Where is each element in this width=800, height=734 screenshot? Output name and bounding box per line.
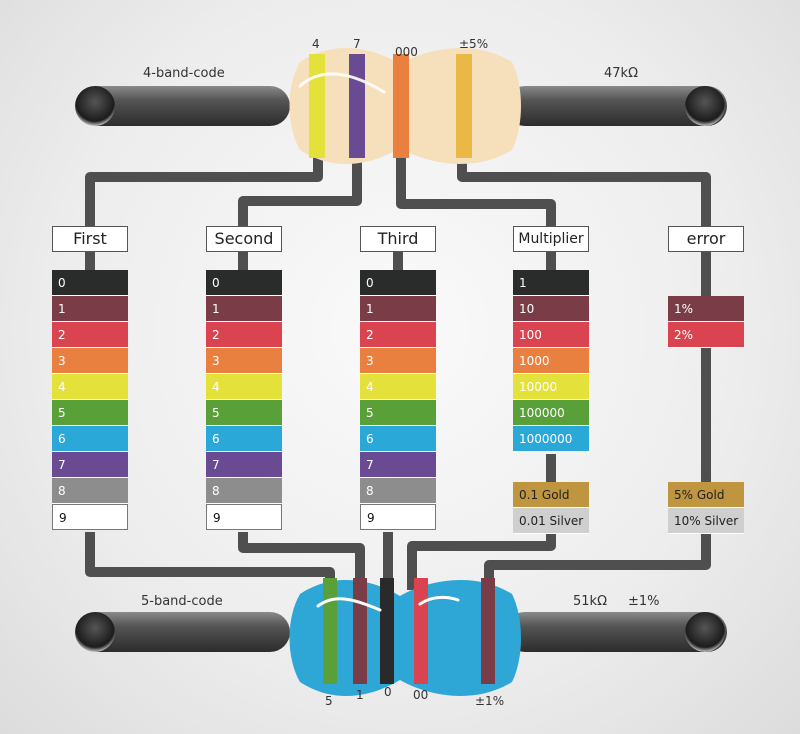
multiplier-cell-3: 1000 bbox=[513, 348, 589, 374]
wire-first-top bbox=[85, 150, 323, 252]
resistor-5-tolerance: ±1% bbox=[628, 594, 660, 609]
third-digit-cell-0: 0 bbox=[360, 270, 436, 296]
second-digit-cell-2: 2 bbox=[206, 322, 282, 348]
resistor-5-band-label-2: 1 bbox=[356, 688, 364, 702]
second-digit-cell-8: 8 bbox=[206, 478, 282, 504]
resistor-5-lead-right bbox=[505, 612, 727, 652]
resistor-4-value: 47kΩ bbox=[604, 66, 639, 81]
second-digit-cell-9: 9 bbox=[206, 504, 282, 530]
first-digit-cell-6: 6 bbox=[52, 426, 128, 452]
first-digit-cell-8: 8 bbox=[52, 478, 128, 504]
resistor-5-end-cap-right bbox=[685, 612, 725, 652]
resistor-5-band-4 bbox=[414, 578, 428, 684]
first-digit-cell-5: 5 bbox=[52, 400, 128, 426]
error-column: 1% 2% bbox=[668, 296, 744, 348]
error-silver-cell: 10% Silver bbox=[668, 508, 744, 534]
third-digit-cell-3: 3 bbox=[360, 348, 436, 374]
resistor-4-lead-left bbox=[78, 86, 290, 126]
error-gold-cell: 5% Gold bbox=[668, 482, 744, 508]
resistor-5-band-1 bbox=[323, 578, 337, 684]
multiplier-cell-2: 100 bbox=[513, 322, 589, 348]
multiplier-cell-4: 10000 bbox=[513, 374, 589, 400]
third-digit-cell-2: 2 bbox=[360, 322, 436, 348]
resistor-5-band-3 bbox=[380, 578, 394, 684]
resistor-5-band-label-1: 5 bbox=[325, 694, 333, 708]
second-digit-cell-4: 4 bbox=[206, 374, 282, 400]
resistor-5-band bbox=[75, 578, 727, 696]
first-digit-cell-9: 9 bbox=[52, 504, 128, 530]
resistor-5-band-label-4: 00 bbox=[413, 688, 429, 702]
third-digit-cell-6: 6 bbox=[360, 426, 436, 452]
resistor-4-band-3 bbox=[393, 54, 409, 158]
first-digit-cell-0: 0 bbox=[52, 270, 128, 296]
third-digit-cell-7: 7 bbox=[360, 452, 436, 478]
resistor-5-band-2 bbox=[353, 578, 367, 684]
resistor-4-end-cap-right bbox=[685, 86, 725, 126]
third-digit-cell-8: 8 bbox=[360, 478, 436, 504]
third-digit-cell-5: 5 bbox=[360, 400, 436, 426]
resistor-5-end-cap-left bbox=[75, 612, 115, 652]
second-digit-cell-7: 7 bbox=[206, 452, 282, 478]
resistor-4-title: 4-band-code bbox=[143, 66, 225, 81]
resistor-4-band bbox=[75, 48, 727, 164]
error-cell-0: 1% bbox=[668, 296, 744, 322]
resistor-5-value: 51kΩ bbox=[573, 594, 608, 609]
wire-multiplier-bottom bbox=[407, 532, 556, 590]
header-second: Second bbox=[206, 226, 282, 252]
resistor-5-title: 5-band-code bbox=[141, 594, 223, 609]
multiplier-column: 1 10 100 1000 10000 100000 1000000 bbox=[513, 270, 589, 452]
wire-first-bottom bbox=[85, 532, 335, 590]
first-digit-cell-2: 2 bbox=[52, 322, 128, 348]
resistor-4-lead-right bbox=[505, 86, 727, 126]
multiplier-gold-cell: 0.1 Gold bbox=[513, 482, 589, 508]
resistor-5-lead-left bbox=[78, 612, 290, 652]
wire-error-bottom bbox=[484, 532, 711, 590]
multiplier-cell-5: 100000 bbox=[513, 400, 589, 426]
first-digit-cell-3: 3 bbox=[52, 348, 128, 374]
second-digit-cell-1: 1 bbox=[206, 296, 282, 322]
third-digit-cell-1: 1 bbox=[360, 296, 436, 322]
resistor-4-band-label-2: 7 bbox=[353, 37, 361, 51]
error-extra-column: 5% Gold 10% Silver bbox=[668, 482, 744, 534]
resistor-4-highlight bbox=[298, 72, 386, 94]
second-digit-cell-3: 3 bbox=[206, 348, 282, 374]
second-digit-cell-6: 6 bbox=[206, 426, 282, 452]
first-digit-cell-4: 4 bbox=[52, 374, 128, 400]
error-cell-1: 2% bbox=[668, 322, 744, 348]
multiplier-silver-cell: 0.01 Silver bbox=[513, 508, 589, 534]
resistor-5-bands bbox=[323, 578, 495, 684]
resistor-5-highlight-right bbox=[418, 595, 460, 606]
header-multiplier: Multiplier bbox=[513, 226, 589, 252]
resistor-4-band-1 bbox=[309, 54, 325, 158]
first-digit-cell-1: 1 bbox=[52, 296, 128, 322]
multiplier-cell-1: 10 bbox=[513, 296, 589, 322]
third-digit-cell-4: 4 bbox=[360, 374, 436, 400]
resistor-4-band-label-4: ±5% bbox=[459, 37, 489, 51]
resistor-5-band-5 bbox=[481, 578, 495, 684]
resistor-4-band-2 bbox=[349, 54, 365, 158]
second-digit-cell-0: 0 bbox=[206, 270, 282, 296]
header-error: error bbox=[668, 226, 744, 252]
first-digit-cell-7: 7 bbox=[52, 452, 128, 478]
header-first: First bbox=[52, 226, 128, 252]
multiplier-cell-0: 1 bbox=[513, 270, 589, 296]
third-digit-cell-9: 9 bbox=[360, 504, 436, 530]
resistor-5-band-label-5: ±1% bbox=[475, 694, 505, 708]
header-third: Third bbox=[360, 226, 436, 252]
second-digit-cell-5: 5 bbox=[206, 400, 282, 426]
resistor-5-band-label-3: 0 bbox=[384, 685, 392, 699]
resistor-5-body bbox=[289, 580, 521, 696]
resistor-5-highlight-left bbox=[316, 597, 382, 612]
multiplier-cell-6: 1000000 bbox=[513, 426, 589, 452]
resistor-4-band-label-3: 000 bbox=[395, 45, 418, 59]
wire-second-bottom bbox=[238, 532, 365, 590]
resistor-4-band-label-1: 4 bbox=[312, 37, 320, 51]
multiplier-extra-column: 0.1 Gold 0.01 Silver bbox=[513, 482, 589, 534]
resistor-4-end-cap-left bbox=[75, 86, 115, 126]
resistor-4-band-4 bbox=[456, 54, 472, 158]
